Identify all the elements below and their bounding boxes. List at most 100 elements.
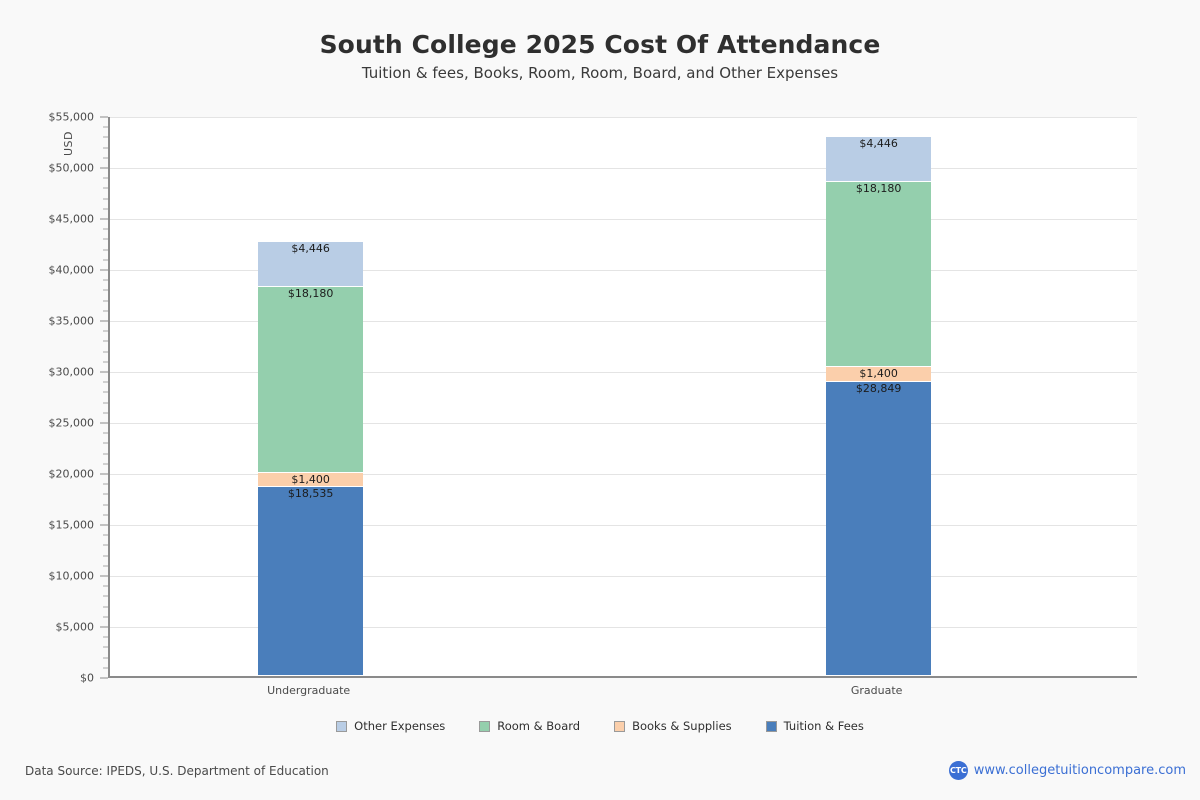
y-axis-minor-tick <box>103 208 108 210</box>
gridline <box>110 525 1137 526</box>
bar-group[interactable]: $18,535 $1,400 $18,180 $4,446 <box>258 115 364 676</box>
ctc-logo-icon: CTC <box>948 761 968 780</box>
y-axis-minor-tick <box>103 340 108 342</box>
y-axis-tick <box>100 422 108 424</box>
y-axis-minor-tick <box>103 646 108 648</box>
y-axis-minor-tick <box>103 361 108 363</box>
y-axis-label: $0 <box>80 671 94 685</box>
y-axis-minor-tick <box>103 514 108 516</box>
legend-swatch-icon <box>479 720 491 732</box>
y-axis-minor-tick <box>103 249 108 251</box>
y-axis-minor-tick <box>103 351 108 353</box>
y-axis-label: $45,000 <box>48 212 95 226</box>
bar-value-label: $4,446 <box>291 241 330 255</box>
y-axis-minor-tick <box>103 595 108 597</box>
y-axis-minor-tick <box>103 187 108 189</box>
bar-segment[interactable]: $18,180 <box>258 287 364 472</box>
y-axis-minor-tick <box>103 238 108 240</box>
y-axis-minor-tick <box>103 657 108 659</box>
gridline <box>110 423 1137 424</box>
bar-segment[interactable]: $4,446 <box>258 241 364 287</box>
y-axis-label: $20,000 <box>48 467 95 481</box>
bar-group[interactable]: $28,849 $1,400 $18,180 $4,446 <box>826 115 932 676</box>
gridline <box>110 474 1137 475</box>
chart-legend: Other Expenses Room & Board Books & Suppli… <box>0 719 1200 733</box>
y-axis-tick <box>100 371 108 373</box>
bar-value-label: $1,400 <box>291 472 330 486</box>
plot-area: $18,535 $1,400 $18,180 $4,446 $28,849 $1,400 $… <box>108 117 1137 678</box>
gridline <box>110 576 1137 577</box>
y-axis-minor-tick <box>103 555 108 557</box>
data-source-note: Data Source: IPEDS, U.S. Department of E… <box>25 764 329 778</box>
y-axis-minor-tick <box>103 157 108 159</box>
bar-segment[interactable]: $1,400 <box>826 367 932 381</box>
y-axis: $0 $5,000 $10,000 $15,000 $20,000 $25,000 $30,… <box>0 111 108 685</box>
legend-item[interactable]: Books & Supplies <box>614 719 732 733</box>
brand-link[interactable]: CTC www.collegetuitioncompare.com <box>948 761 1186 780</box>
brand-url-label: www.collegetuitioncompare.com <box>973 763 1186 778</box>
y-axis-minor-tick <box>103 616 108 618</box>
legend-item[interactable]: Room & Board <box>479 719 580 733</box>
gridline <box>110 372 1137 373</box>
legend-label: Books & Supplies <box>632 719 732 733</box>
bar-segment[interactable]: $18,535 <box>258 486 364 675</box>
bar-segment[interactable]: $28,849 <box>826 381 932 675</box>
legend-swatch-icon <box>765 720 777 732</box>
gridline <box>110 321 1137 322</box>
legend-item[interactable]: Other Expenses <box>336 719 445 733</box>
y-axis-minor-tick <box>103 289 108 291</box>
chart-subtitle: Tuition & fees, Books, Room, Room, Board… <box>361 64 839 82</box>
y-axis-tick <box>100 269 108 271</box>
y-axis-minor-tick <box>103 198 108 200</box>
y-axis-minor-tick <box>103 667 108 669</box>
bar-value-label: $18,535 <box>287 486 334 500</box>
y-axis-tick <box>100 473 108 475</box>
gridline <box>110 627 1137 628</box>
y-axis-label: $30,000 <box>48 365 95 379</box>
y-axis-minor-tick <box>103 412 108 414</box>
y-axis-minor-tick <box>103 565 108 567</box>
y-axis-minor-tick <box>103 402 108 404</box>
y-axis-tick <box>100 677 108 679</box>
y-axis-label: $40,000 <box>48 263 95 277</box>
y-axis-tick <box>100 320 108 322</box>
y-axis-minor-tick <box>103 453 108 455</box>
y-axis-minor-tick <box>103 483 108 485</box>
y-axis-minor-tick <box>103 534 108 536</box>
y-axis-minor-tick <box>103 381 108 383</box>
y-axis-minor-tick <box>103 228 108 230</box>
y-axis-tick <box>100 116 108 118</box>
x-axis-label: Undergraduate <box>267 684 351 697</box>
y-axis-minor-tick <box>103 493 108 495</box>
y-axis-label: $10,000 <box>48 569 95 583</box>
y-axis-minor-tick <box>103 300 108 302</box>
y-axis-minor-tick <box>103 442 108 444</box>
bar-segment[interactable]: $1,400 <box>258 472 364 486</box>
legend-item[interactable]: Tuition & Fees <box>765 719 864 733</box>
y-axis-minor-tick <box>103 126 108 128</box>
y-axis-label: $25,000 <box>48 416 95 430</box>
legend-label: Tuition & Fees <box>783 719 864 733</box>
y-axis-minor-tick <box>103 259 108 261</box>
bar-segment[interactable]: $18,180 <box>826 182 932 367</box>
legend-swatch-icon <box>614 720 626 732</box>
gridline <box>110 219 1137 220</box>
y-axis-minor-tick <box>103 636 108 638</box>
y-axis-minor-tick <box>103 279 108 281</box>
chart-header: South College 2025 Cost Of Attendance Tu… <box>0 30 1200 84</box>
y-axis-tick <box>100 626 108 628</box>
x-axis: Undergraduate Graduate <box>108 684 1137 704</box>
y-axis-label: $5,000 <box>55 620 95 634</box>
y-axis-tick <box>100 167 108 169</box>
y-axis-minor-tick <box>103 136 108 138</box>
bar-value-label: $18,180 <box>287 287 334 301</box>
y-axis-minor-tick <box>103 147 108 149</box>
legend-swatch-icon <box>336 720 348 732</box>
y-axis-minor-tick <box>103 504 108 506</box>
legend-label: Room & Board <box>497 719 581 733</box>
bar-segment[interactable]: $4,446 <box>826 136 932 182</box>
bar-value-label: $28,849 <box>855 381 902 395</box>
y-axis-minor-tick <box>103 330 108 332</box>
bar-value-label: $4,446 <box>859 136 898 150</box>
y-axis-minor-tick <box>103 585 108 587</box>
